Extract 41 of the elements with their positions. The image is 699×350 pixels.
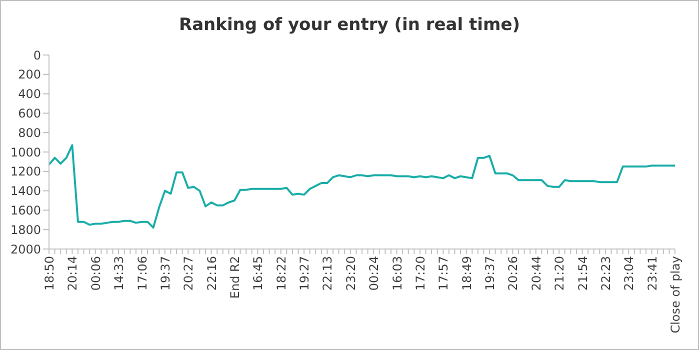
- x-tick-label: 14:33: [112, 256, 126, 291]
- x-tick-label: Close of play: [668, 256, 683, 334]
- line-series: [48, 144, 676, 229]
- x-tick-label: 18:49: [460, 256, 474, 291]
- x-tick-label: 23:41: [645, 256, 660, 291]
- x-tick-label: 19:37: [483, 256, 498, 291]
- x-tick-label: 23:20: [344, 256, 358, 291]
- x-tick-label: 21:54: [576, 256, 590, 291]
- x-tick-label: 22:16: [204, 256, 219, 291]
- x-tick-label: 19:37: [158, 256, 172, 291]
- y-tick-label: 1800: [10, 222, 41, 237]
- y-tick-label: 0: [33, 48, 41, 62]
- x-tick-label: 18:50: [42, 256, 57, 291]
- y-tick-label: 1000: [10, 145, 41, 160]
- y-tick-label: 2000: [10, 242, 41, 256]
- x-tick-label: 00:24: [367, 256, 382, 291]
- y-tick-label: 600: [18, 106, 41, 120]
- x-tick-label: 00:06: [88, 256, 103, 291]
- x-tick-label: 20:26: [506, 256, 520, 291]
- x-tick-label: 17:57: [436, 256, 451, 291]
- x-tick-label: End R2: [228, 256, 242, 299]
- y-tick-label: 1200: [10, 164, 41, 179]
- x-tick-label: 22:13: [320, 256, 335, 291]
- y-tick-label: 800: [18, 126, 41, 140]
- chart-title: Ranking of your entry (in real time): [178, 15, 521, 35]
- x-tick-label: 20:44: [529, 256, 544, 291]
- x-tick-label: 22:23: [598, 256, 613, 291]
- x-tick-label: 20:14: [66, 256, 80, 291]
- x-tick-label: 17:20: [413, 256, 428, 291]
- x-tick-label: 19:27: [298, 256, 312, 291]
- x-tick-label: 23:04: [622, 256, 636, 291]
- y-tick-label: 1400: [10, 184, 41, 198]
- x-tick-label: 20:27: [182, 256, 196, 291]
- y-tick-label: 200: [18, 68, 41, 82]
- y-tick-label: 400: [18, 87, 41, 102]
- x-tick-label: 18:22: [274, 256, 288, 291]
- x-tick-label: 16:03: [390, 256, 404, 291]
- x-tick-label: 16:45: [251, 256, 266, 291]
- y-tick-label: 1600: [10, 203, 41, 218]
- x-tick-label: 21:20: [552, 256, 567, 291]
- x-tick-label: 17:06: [135, 256, 150, 291]
